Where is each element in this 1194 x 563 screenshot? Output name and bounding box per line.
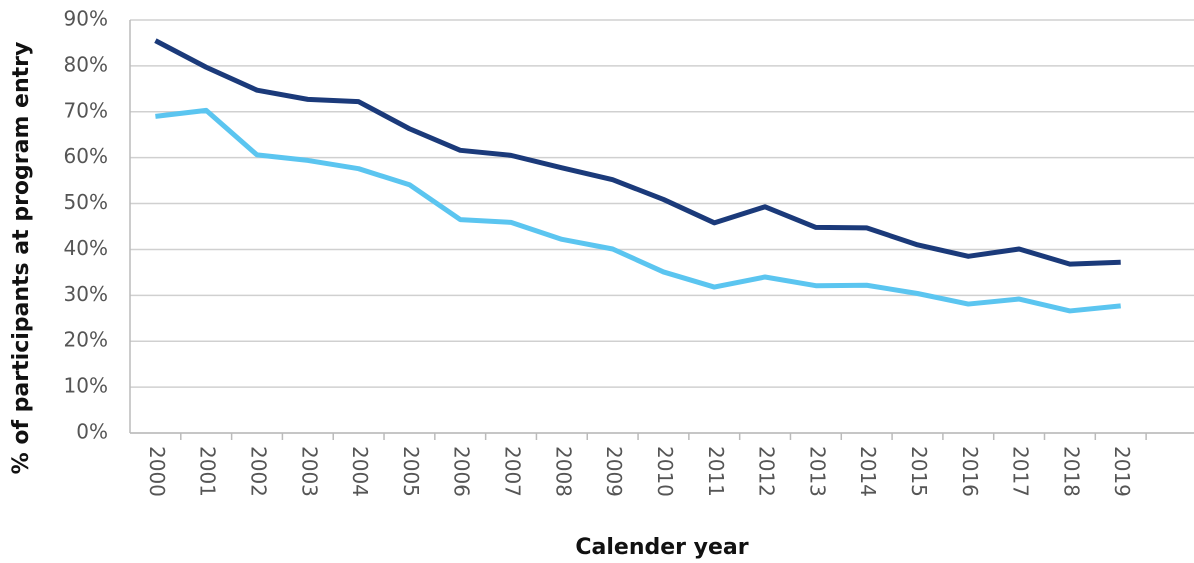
x-tick-label: 2003 <box>297 446 321 497</box>
x-tick-label: 2013 <box>805 446 829 497</box>
x-tick-label: 2005 <box>399 446 423 497</box>
x-tick-label: 2019 <box>1110 446 1134 497</box>
x-tick-label: 2001 <box>196 446 220 497</box>
x-tick-label: 2012 <box>755 446 779 497</box>
x-tick-label: 2014 <box>856 446 880 497</box>
x-tick-label: 2007 <box>501 446 525 497</box>
y-tick-label: 20% <box>64 328 108 352</box>
x-tick-label: 2004 <box>348 446 372 497</box>
x-tick-label: 2000 <box>145 446 169 497</box>
x-tick-label: 2002 <box>247 446 271 497</box>
y-tick-label: 60% <box>64 144 108 168</box>
x-tick-label: 2009 <box>602 446 626 497</box>
x-tick-label: 2015 <box>907 446 931 497</box>
x-tick-label: 2010 <box>653 446 677 497</box>
y-tick-label: 80% <box>64 52 108 76</box>
y-tick-label: 70% <box>64 98 108 122</box>
y-tick-label: 40% <box>64 236 108 260</box>
x-tick-label: 2016 <box>958 446 982 497</box>
x-tick-label: 2011 <box>704 446 728 497</box>
line-series <box>154 38 1121 267</box>
x-tick-label: 2017 <box>1009 446 1033 497</box>
line-series <box>155 107 1121 314</box>
x-tick-label: 2018 <box>1059 446 1083 497</box>
y-tick-label: 0% <box>76 420 108 444</box>
x-tick-label: 2006 <box>450 446 474 497</box>
y-tick-label: 10% <box>64 374 108 398</box>
x-tick-label: 2008 <box>551 446 575 497</box>
y-tick-label: 90% <box>64 7 108 31</box>
y-tick-label: 30% <box>64 282 108 306</box>
y-tick-label: 50% <box>64 190 108 214</box>
y-axis-title: % of participants at program entry <box>9 42 34 475</box>
x-axis-title: Calender year <box>575 535 748 560</box>
